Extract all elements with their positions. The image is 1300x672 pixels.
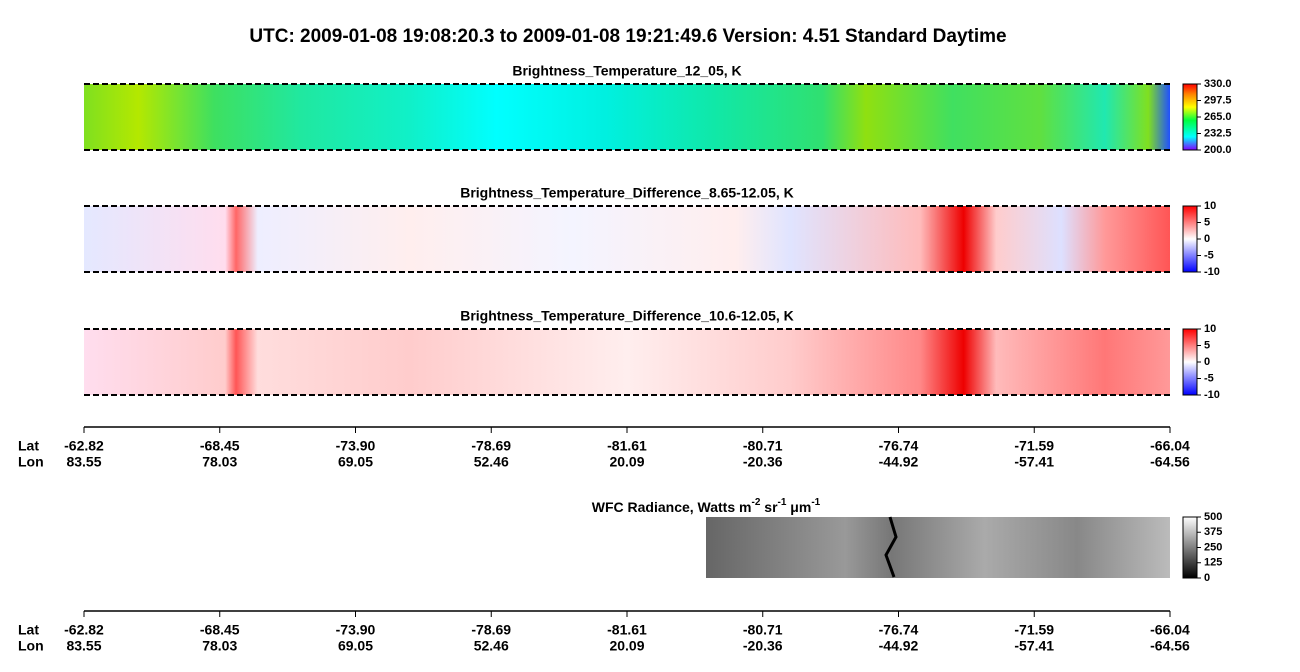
- lat-label: -80.71: [743, 438, 783, 454]
- colorbar-label: 375: [1204, 526, 1222, 538]
- lat-label: -78.69: [471, 622, 511, 638]
- wfc-title: WFC Radiance, Watts m-2 sr-1 μm-1: [592, 497, 821, 515]
- lon-label: 83.55: [66, 454, 101, 470]
- wfc-image: [706, 517, 1170, 578]
- colorbar-label: 0: [1204, 356, 1210, 368]
- axis-name: Lon: [18, 638, 44, 654]
- panel-title: Brightness_Temperature_Difference_10.6-1…: [460, 308, 794, 324]
- lat-label: -68.45: [200, 622, 240, 638]
- lon-label: 69.05: [338, 638, 373, 654]
- lon-label: 78.03: [202, 638, 237, 654]
- colorbar-label: 5: [1204, 339, 1210, 351]
- wfc-feature: [884, 516, 898, 578]
- btd-image: [84, 329, 1170, 395]
- lon-label: -64.56: [1150, 454, 1190, 470]
- lat-label: -76.74: [879, 438, 919, 454]
- wfc-title-part: μm: [786, 499, 811, 515]
- lon-label: -44.92: [879, 638, 919, 654]
- colorbar: [1182, 516, 1198, 579]
- lon-label: -57.41: [1014, 638, 1054, 654]
- lat-label: -81.61: [607, 438, 647, 454]
- lon-label: 78.03: [202, 454, 237, 470]
- lat-label: -73.90: [336, 622, 376, 638]
- colorbar-label: 10: [1204, 323, 1216, 335]
- lon-label: -57.41: [1014, 454, 1054, 470]
- lat-label: -66.04: [1150, 438, 1190, 454]
- colorbar-label: 0: [1204, 572, 1210, 584]
- colorbar-label: 330.0: [1204, 78, 1232, 90]
- axis-name: Lat: [18, 622, 39, 638]
- colorbar-label: 0: [1204, 233, 1210, 245]
- panel-borders: [84, 83, 1170, 396]
- lat-label: -78.69: [471, 438, 511, 454]
- lon-label: 52.46: [474, 454, 509, 470]
- wfc-title-part: WFC Radiance, Watts m: [592, 499, 752, 515]
- colorbar-label: -10: [1204, 389, 1220, 401]
- panel-title: Brightness_Temperature_12_05, K: [512, 63, 741, 79]
- lon-label: 20.09: [609, 638, 644, 654]
- lon-label: -44.92: [879, 454, 919, 470]
- lon-label: 69.05: [338, 454, 373, 470]
- lat-label: -66.04: [1150, 622, 1190, 638]
- axis-name: Lon: [18, 454, 44, 470]
- colorbar-label: -5: [1204, 249, 1214, 261]
- colorbar-label: -10: [1204, 266, 1220, 278]
- colorbar-label: 5: [1204, 216, 1210, 228]
- page-title: UTC: 2009-01-08 19:08:20.3 to 2009-01-08…: [249, 26, 1006, 47]
- lon-label: -64.56: [1150, 638, 1190, 654]
- colorbar-label: 232.5: [1204, 127, 1232, 139]
- lat-label: -73.90: [336, 438, 376, 454]
- lon-label: 83.55: [66, 638, 101, 654]
- colorbar-label: 125: [1204, 557, 1222, 569]
- colorbar-label: 500: [1204, 511, 1222, 523]
- lat-label: -71.59: [1014, 622, 1054, 638]
- lon-label: 20.09: [609, 454, 644, 470]
- colorbar: [1182, 83, 1198, 151]
- lat-label: -71.59: [1014, 438, 1054, 454]
- lon-label: -20.36: [743, 454, 783, 470]
- lat-label: -76.74: [879, 622, 919, 638]
- wfc-title-part: -2: [751, 497, 760, 508]
- colorbar-label: 250: [1204, 541, 1222, 553]
- colorbar-label: -5: [1204, 372, 1214, 384]
- lat-label: -68.45: [200, 438, 240, 454]
- panel-title: Brightness_Temperature_Difference_8.65-1…: [460, 185, 794, 201]
- btd-image: [84, 206, 1170, 272]
- wfc-title-part: -1: [778, 497, 787, 508]
- lon-label: -20.36: [743, 638, 783, 654]
- colorbar: [1182, 328, 1198, 396]
- lat-label: -80.71: [743, 622, 783, 638]
- axis-name: Lat: [18, 438, 39, 454]
- lat-label: -62.82: [64, 438, 104, 454]
- colorbar-label: 265.0: [1204, 111, 1232, 123]
- wfc-title-part: -1: [811, 497, 820, 508]
- lat-label: -81.61: [607, 622, 647, 638]
- lon-label: 52.46: [474, 638, 509, 654]
- colorbar-label: 10: [1204, 200, 1216, 212]
- colorbar-label: 200.0: [1204, 144, 1232, 156]
- colorbar-label: 297.5: [1204, 94, 1232, 106]
- wfc-title-part: sr: [760, 499, 778, 515]
- colorbar: [1182, 205, 1198, 273]
- lat-label: -62.82: [64, 622, 104, 638]
- bt-image: [84, 84, 1170, 150]
